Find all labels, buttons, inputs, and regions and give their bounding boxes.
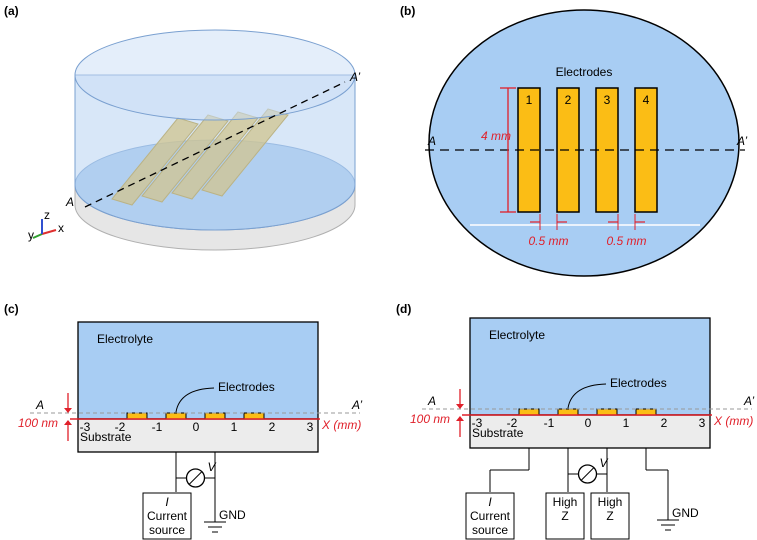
electrode-pad [205,413,225,419]
section-label: A’ [349,70,361,84]
x-tick-label: -1 [544,416,555,430]
panel-label: (c) [4,302,19,316]
axis-label: z [44,208,50,222]
electrolyte-label: Electrolyte [97,332,153,346]
panel-label: (a) [4,4,19,18]
substrate-disk [429,10,739,276]
x-axis-label: X (mm) [321,418,361,432]
electrode-number: 1 [526,93,533,107]
x-tick-label: -2 [115,420,126,434]
electrode-pad [558,409,578,415]
x-tick-label: 1 [623,416,630,430]
x-tick-label: -2 [507,416,518,430]
x-tick-label: 1 [231,420,238,434]
x-tick-label: 2 [269,420,276,434]
electrode-pad [244,413,264,419]
electrode-pad [597,409,617,415]
electrodes-title: Electrodes [556,65,613,79]
high-z-label: High [553,495,578,509]
axis-y [33,234,42,238]
section-label: A [35,398,44,412]
section-label: A’ [743,394,755,408]
x-tick-label: 0 [193,420,200,434]
arrow-head [64,408,72,413]
gap-label: 0.5 mm [606,234,646,248]
x-tick-label: 2 [661,416,668,430]
current-source-label: Current [147,509,188,523]
current-source-label: source [149,523,185,537]
electrodes-label: Electrodes [610,376,667,390]
arrow-head [64,420,72,425]
ground-label: GND [219,508,246,522]
axis-label: x [58,221,64,235]
x-tick-label: 3 [699,416,706,430]
electrode-number: 4 [643,93,650,107]
electrolyte-label: Electrolyte [489,328,545,342]
electrode-pad [166,413,186,419]
arrow-head [456,416,464,421]
section-label: A [427,134,436,148]
high-z-label: High [598,495,623,509]
high-z-label: Z [561,509,568,523]
ground-label: GND [672,506,699,520]
voltmeter-label: V [600,456,609,470]
x-tick-label: -1 [152,420,163,434]
thickness-label: 100 nm [18,416,58,430]
x-tick-label: -3 [80,420,91,434]
current-source-label: Current [470,509,511,523]
panel-label: (d) [396,302,411,316]
axis-label: y [28,228,34,242]
x-axis-label: X (mm) [713,414,753,428]
arrow-head [456,404,464,409]
figure: (a) A A’ x yz (b) Electrodes 1 2 3 4 A A’ 4 mm 0.5 mm 0… [0,0,757,540]
thickness-label: 100 nm [410,412,450,426]
gap-label: 0.5 mm [528,234,568,248]
x-tick-label: 3 [307,420,314,434]
electrode-number: 3 [604,93,611,107]
x-tick-label: 0 [585,416,592,430]
high-z-label: Z [606,509,613,523]
axis-x [42,230,56,234]
current-source-label: source [472,523,508,537]
section-label: A [65,195,74,209]
section-label: A’ [351,398,363,412]
voltmeter-label: V [208,460,217,474]
x-tick-label: -3 [472,416,483,430]
dish-top [75,30,355,120]
electrodes-label: Electrodes [218,380,275,394]
electrode-pad [127,413,147,419]
electrode-number: 2 [565,93,572,107]
panel-label: (b) [400,4,415,18]
section-label: A [427,394,436,408]
electrode-pad [519,409,539,415]
section-label: A’ [736,134,748,148]
electrode-pad [636,409,656,415]
dimension-label: 4 mm [481,129,511,143]
